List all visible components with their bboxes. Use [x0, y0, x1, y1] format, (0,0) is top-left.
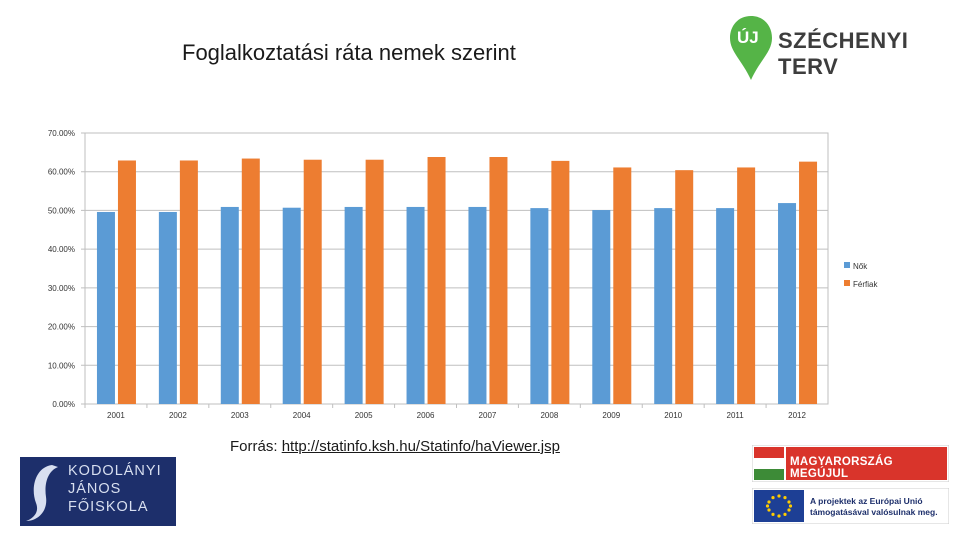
bar-chart: 0.00% 10.00% 20.00% 30.00% 40.00% 50.00% 60.00…	[48, 129, 879, 420]
x-tick-label: 2005	[355, 411, 373, 420]
eu-logo: A projektek az Európai Unió támogatásáva…	[752, 488, 949, 524]
y-tick-label: 30.00%	[48, 284, 75, 293]
source-link[interactable]: http://statinfo.ksh.hu/Statinfo/haViewer…	[281, 438, 560, 455]
bar-ferfiak	[737, 167, 756, 404]
kodolanyi-emblem-icon	[26, 465, 58, 521]
eu-flag-icon	[752, 488, 949, 524]
bar-ferfiak	[489, 157, 508, 404]
mm-banner	[752, 445, 949, 482]
y-tick-label: 0.00%	[52, 400, 75, 409]
bar-nok	[592, 210, 611, 404]
bar-ferfiak	[613, 167, 632, 404]
kodolanyi-text: KODOLÁNYI JÁNOS FŐISKOLA	[68, 463, 162, 515]
x-tick-label: 2008	[540, 411, 558, 420]
legend-label: Nők	[853, 262, 868, 271]
x-tick-label: 2011	[727, 411, 745, 420]
bar-ferfiak	[179, 160, 198, 404]
bar-ferfiak	[365, 159, 384, 404]
y-tick-label: 20.00%	[48, 323, 75, 332]
bar-ferfiak	[241, 158, 260, 404]
x-tick-label: 2009	[602, 411, 620, 420]
source-label: Forrás:	[230, 438, 278, 455]
bar-nok	[282, 207, 301, 404]
legend-swatch	[844, 262, 850, 268]
x-tick-label: 2003	[231, 411, 249, 420]
x-tick-label: 2002	[169, 411, 187, 420]
x-tick-label: 2012	[788, 411, 806, 420]
x-tick-label: 2001	[107, 411, 125, 420]
szechenyi-text: SZÉCHENYI TERV	[778, 28, 909, 79]
y-tick-label: 60.00%	[48, 168, 75, 177]
y-tick-label: 50.00%	[48, 206, 75, 215]
szechenyi-terv-logo: ÚJ SZÉCHENYI TERV	[728, 14, 948, 84]
bar-nok	[530, 208, 549, 404]
y-tick-label: 40.00%	[48, 245, 75, 254]
legend-label: Férfiak	[853, 280, 878, 289]
eu-text: A projektek az Európai Unió támogatásáva…	[810, 496, 938, 517]
bar-ferfiak	[117, 160, 136, 404]
bar-nok	[344, 206, 363, 404]
magyarorszag-megujul-logo: MAGYARORSZÁG MEGÚJUL	[752, 445, 949, 482]
mm-text: MAGYARORSZÁG MEGÚJUL	[790, 456, 893, 480]
x-tick-label: 2010	[664, 411, 682, 420]
bar-ferfiak	[675, 170, 694, 404]
bar-nok	[654, 208, 673, 404]
bar-ferfiak	[799, 161, 818, 404]
bar-nok	[778, 203, 797, 404]
bar-nok	[406, 206, 425, 404]
x-tick-label: 2007	[479, 411, 497, 420]
bar-nok	[158, 211, 177, 404]
bar-nok	[468, 206, 487, 404]
bar-nok	[96, 211, 115, 404]
source-line: Forrás: http://statinfo.ksh.hu/Statinfo/…	[230, 438, 560, 455]
kodolanyi-logo: KODOLÁNYI JÁNOS FŐISKOLA	[20, 457, 176, 526]
x-tick-label: 2004	[293, 411, 311, 420]
legend-swatch	[844, 280, 850, 286]
bar-nok	[220, 206, 239, 404]
bar-nok	[716, 208, 735, 404]
bar-ferfiak	[427, 157, 446, 404]
map-pin-icon	[730, 16, 772, 80]
szechenyi-badge: ÚJ	[737, 28, 759, 47]
chart-title: Foglalkoztatási ráta nemek szerint	[182, 40, 516, 65]
y-tick-label: 10.00%	[48, 361, 75, 370]
bar-ferfiak	[303, 159, 322, 404]
x-tick-label: 2006	[417, 411, 435, 420]
bar-ferfiak	[551, 160, 570, 404]
y-tick-label: 70.00%	[48, 129, 75, 138]
